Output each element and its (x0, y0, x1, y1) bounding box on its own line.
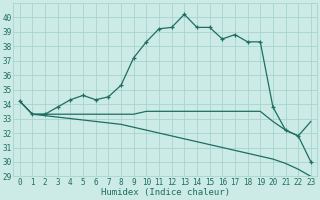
X-axis label: Humidex (Indice chaleur): Humidex (Indice chaleur) (101, 188, 230, 197)
